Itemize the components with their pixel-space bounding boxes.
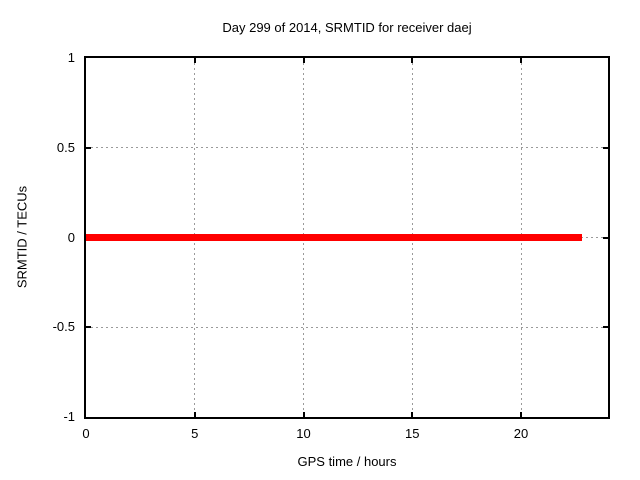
y-tick-label: -1 xyxy=(63,409,75,424)
x-tick-bottom xyxy=(193,412,196,417)
plot-area xyxy=(84,56,610,419)
y-tick-label: -0.5 xyxy=(52,319,75,335)
x-tick-top xyxy=(302,58,305,63)
y-gridline xyxy=(86,147,608,149)
x-tick-bottom xyxy=(411,412,414,417)
x-tick-label: 5 xyxy=(191,426,199,441)
y-tick-right xyxy=(603,326,608,329)
x-tick-top xyxy=(411,58,414,63)
y-gridline xyxy=(86,326,608,328)
x-tick-label: 15 xyxy=(405,426,420,441)
chart-title: Day 299 of 2014, SRMTID for receiver dae… xyxy=(222,20,472,35)
x-tick-label: 0 xyxy=(82,426,90,441)
y-tick-right xyxy=(603,236,608,239)
x-tick-label: 20 xyxy=(513,426,529,441)
y-tick-label: 0.5 xyxy=(56,139,75,155)
x-tick-bottom xyxy=(520,412,522,417)
y-tick-right xyxy=(603,146,608,149)
x-axis-label: GPS time / hours xyxy=(297,454,397,469)
y-tick-label: 1 xyxy=(67,50,75,65)
x-tick-label: 10 xyxy=(296,426,311,441)
x-tick-bottom xyxy=(302,412,305,417)
y-tick-left xyxy=(86,146,91,149)
y-tick-left xyxy=(86,326,91,329)
x-tick-top xyxy=(520,58,522,63)
x-tick-top xyxy=(193,58,196,63)
y-tick-label: 0 xyxy=(67,229,75,245)
data-series-line xyxy=(86,234,582,241)
